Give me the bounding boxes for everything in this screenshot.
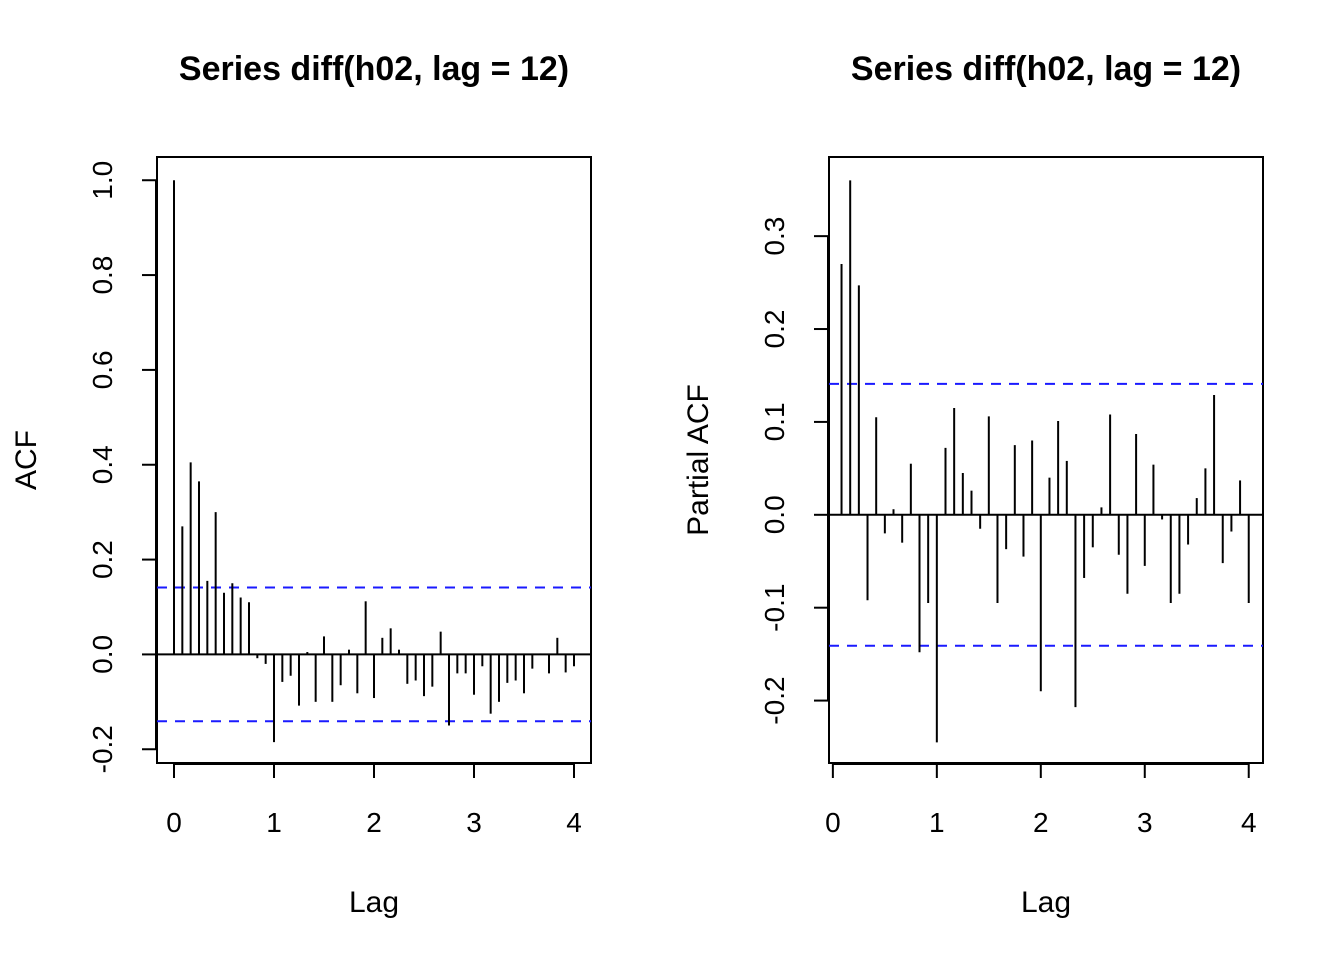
pacf-y-tick-label: -0.1 bbox=[759, 584, 790, 632]
pacf-x-tick-label: 2 bbox=[1033, 807, 1049, 838]
acf-x-tick-label: 2 bbox=[366, 807, 382, 838]
pacf-x-tick-label: 1 bbox=[929, 807, 945, 838]
pacf-x-tick-label: 4 bbox=[1241, 807, 1257, 838]
acf-y-tick-label: 1.0 bbox=[87, 161, 118, 200]
acf-y-tick-label: 0.6 bbox=[87, 350, 118, 389]
pacf-y-axis-label: Partial ACF bbox=[682, 384, 715, 536]
acf-x-axis-label: Lag bbox=[349, 886, 399, 919]
acf-chart-title: Series diff(h02, lag = 12) bbox=[179, 50, 569, 88]
acf-x-tick-label: 1 bbox=[266, 807, 282, 838]
pacf-chart-title: Series diff(h02, lag = 12) bbox=[851, 50, 1241, 88]
pacf-x-axis-label: Lag bbox=[1021, 886, 1071, 919]
acf-y-tick-label: -0.2 bbox=[87, 725, 118, 773]
pacf-y-tick-label: 0.2 bbox=[759, 310, 790, 349]
pacf-y-tick-label: 0.1 bbox=[759, 402, 790, 441]
acf-x-tick-label: 0 bbox=[166, 807, 182, 838]
acf-x-tick-label: 4 bbox=[566, 807, 582, 838]
pacf-y-tick-label: -0.2 bbox=[759, 676, 790, 724]
acf-x-tick-label: 3 bbox=[466, 807, 482, 838]
pacf-y-tick-label: 0.0 bbox=[759, 495, 790, 534]
acf-y-tick-label: 0.2 bbox=[87, 540, 118, 579]
acf-y-tick-label: 0.8 bbox=[87, 256, 118, 295]
pacf-x-tick-label: 0 bbox=[825, 807, 841, 838]
pacf-y-tick-label: 0.3 bbox=[759, 217, 790, 256]
pacf-plot-frame bbox=[828, 156, 1264, 764]
acf-y-tick-label: 0.4 bbox=[87, 445, 118, 484]
acf-y-tick-label: 0.0 bbox=[87, 635, 118, 674]
acf-y-axis-label: ACF bbox=[10, 430, 43, 490]
pacf-x-tick-label: 3 bbox=[1137, 807, 1153, 838]
acf-panel: Series diff(h02, lag = 12) 0 1 2 3 4 -0.2 0.0 0.… bbox=[10, 50, 592, 919]
pacf-panel: Series diff(h02, lag = 12) 0 1 2 3 4 -0.2 -0.1 0… bbox=[682, 50, 1264, 919]
